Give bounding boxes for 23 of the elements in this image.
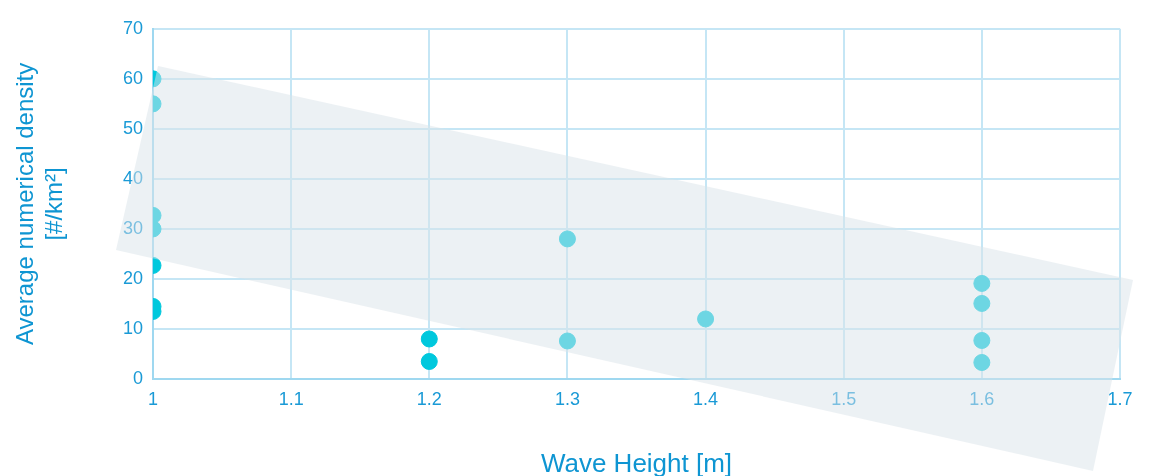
x-tick-label: 1.5 xyxy=(831,388,857,409)
x-tick-label: 1.4 xyxy=(693,388,719,409)
x-tick-label: 1.1 xyxy=(278,388,304,409)
y-axis-title: Average numerical density [#/km²] xyxy=(11,62,67,346)
y-tick-label: 10 xyxy=(122,317,143,338)
y-tick-label: 60 xyxy=(122,67,143,88)
point xyxy=(973,294,991,312)
x-tick-label: 1.3 xyxy=(554,388,580,409)
y-tick-label: 20 xyxy=(122,267,143,288)
y-tick-label: 30 xyxy=(122,217,143,238)
point xyxy=(973,274,991,292)
point xyxy=(973,353,991,371)
x-tick-label: 1.6 xyxy=(969,388,995,409)
x-tick-label: 1 xyxy=(147,388,159,409)
y-tick-label: 40 xyxy=(122,167,143,188)
x-axis-title: Wave Height [m] xyxy=(540,447,733,476)
point xyxy=(697,310,715,328)
x-tick-label: 1.2 xyxy=(416,388,442,409)
point xyxy=(973,331,991,349)
y-tick-label: 70 xyxy=(122,17,143,38)
y-tick-label: 0 xyxy=(132,367,143,388)
y-tick-label: 50 xyxy=(122,117,143,138)
x-tick-label: 1.7 xyxy=(1107,388,1133,409)
